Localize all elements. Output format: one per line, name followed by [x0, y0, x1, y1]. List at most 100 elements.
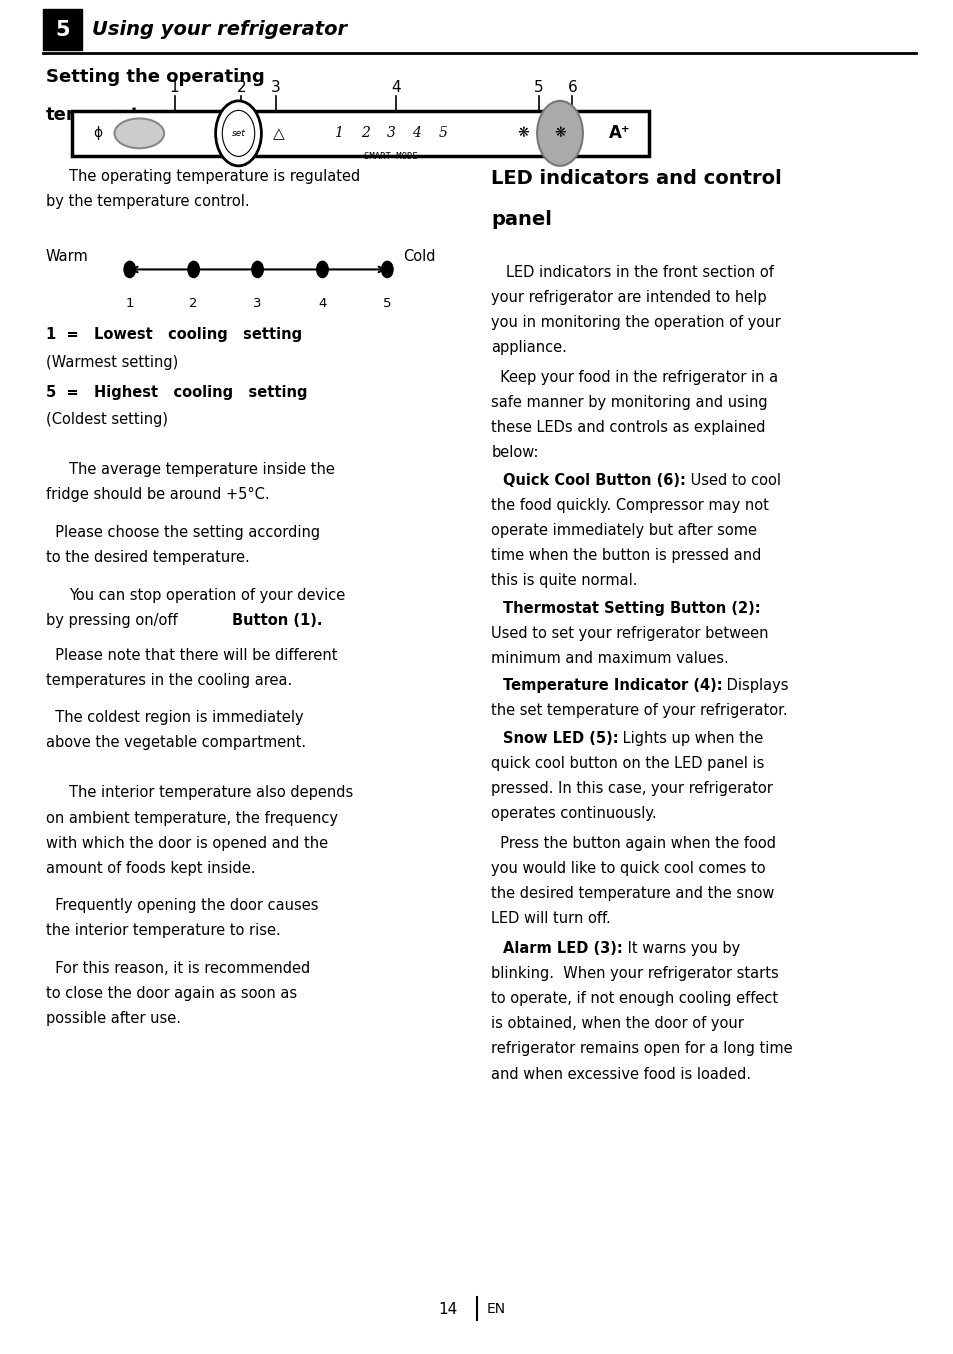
Text: the desired temperature and the snow: the desired temperature and the snow	[491, 886, 774, 902]
Text: 5: 5	[534, 80, 543, 95]
Text: SMART MODE: SMART MODE	[364, 152, 417, 161]
Text: 1: 1	[170, 80, 179, 95]
Text: and when excessive food is loaded.: and when excessive food is loaded.	[491, 1067, 751, 1082]
Text: You can stop operation of your device: You can stop operation of your device	[69, 588, 345, 603]
Text: LED will turn off.: LED will turn off.	[491, 911, 611, 926]
Text: time when the button is pressed and: time when the button is pressed and	[491, 548, 760, 563]
Text: 5: 5	[55, 20, 70, 39]
Text: appliance.: appliance.	[491, 340, 567, 355]
Text: safe manner by monitoring and using: safe manner by monitoring and using	[491, 395, 767, 410]
Text: Lights up when the: Lights up when the	[618, 731, 762, 746]
Text: Snow LED (5):: Snow LED (5):	[502, 731, 618, 746]
Text: For this reason, it is recommended: For this reason, it is recommended	[46, 961, 310, 976]
Text: 4: 4	[318, 297, 326, 310]
Text: 2: 2	[360, 126, 370, 141]
Text: 3: 3	[253, 297, 261, 310]
Text: 5: 5	[383, 297, 391, 310]
Text: the interior temperature to rise.: the interior temperature to rise.	[46, 923, 280, 938]
Text: 5  =   Highest   cooling   setting: 5 = Highest cooling setting	[46, 385, 307, 399]
Ellipse shape	[114, 119, 164, 149]
Text: 3: 3	[386, 126, 395, 141]
Text: Setting the operating: Setting the operating	[46, 68, 264, 85]
Text: Please choose the setting according: Please choose the setting according	[46, 525, 319, 540]
Text: 4: 4	[412, 126, 421, 141]
Text: 5: 5	[438, 126, 448, 141]
Text: minimum and maximum values.: minimum and maximum values.	[491, 651, 728, 666]
Text: the set temperature of your refrigerator.: the set temperature of your refrigerator…	[491, 703, 787, 719]
FancyBboxPatch shape	[71, 111, 648, 156]
Text: Warm: Warm	[46, 249, 89, 264]
Text: 6: 6	[567, 80, 577, 95]
Text: The coldest region is immediately: The coldest region is immediately	[46, 711, 303, 726]
Text: your refrigerator are intended to help: your refrigerator are intended to help	[491, 290, 766, 305]
Text: to close the door again as soon as: to close the door again as soon as	[46, 986, 296, 1001]
Text: Used to set your refrigerator between: Used to set your refrigerator between	[491, 626, 768, 640]
Text: Button (1).: Button (1).	[232, 612, 322, 628]
Text: with which the door is opened and the: with which the door is opened and the	[46, 835, 328, 850]
Circle shape	[222, 111, 254, 157]
Text: ❋: ❋	[517, 126, 528, 141]
Text: 1: 1	[126, 297, 133, 310]
FancyBboxPatch shape	[43, 9, 82, 50]
Text: temperatures in the cooling area.: temperatures in the cooling area.	[46, 673, 292, 688]
Text: amount of foods kept inside.: amount of foods kept inside.	[46, 861, 255, 876]
Text: 1: 1	[334, 126, 343, 141]
Text: 4: 4	[391, 80, 400, 95]
Text: Thermostat Setting Button (2):: Thermostat Setting Button (2):	[502, 601, 760, 616]
Text: the food quickly. Compressor may not: the food quickly. Compressor may not	[491, 498, 768, 513]
Text: Frequently opening the door causes: Frequently opening the door causes	[46, 898, 318, 913]
Text: is obtained, when the door of your: is obtained, when the door of your	[491, 1017, 743, 1032]
Text: Alarm LED (3):: Alarm LED (3):	[502, 941, 622, 956]
Text: Cold: Cold	[403, 249, 436, 264]
Text: Keep your food in the refrigerator in a: Keep your food in the refrigerator in a	[491, 370, 778, 385]
Text: possible after use.: possible after use.	[46, 1011, 181, 1026]
Text: Using your refrigerator: Using your refrigerator	[91, 20, 346, 39]
Text: operates continuously.: operates continuously.	[491, 806, 657, 821]
Text: 2: 2	[190, 297, 197, 310]
Text: 3: 3	[271, 80, 280, 95]
Text: these LEDs and controls as explained: these LEDs and controls as explained	[491, 420, 765, 435]
Circle shape	[316, 261, 328, 278]
Text: to operate, if not enough cooling effect: to operate, if not enough cooling effect	[491, 991, 778, 1006]
Text: ❋: ❋	[554, 126, 565, 141]
Circle shape	[124, 261, 135, 278]
Circle shape	[215, 102, 261, 167]
Text: Press the button again when the food: Press the button again when the food	[491, 835, 776, 852]
Text: EN: EN	[486, 1303, 505, 1316]
Text: ϕ: ϕ	[93, 126, 103, 141]
Text: △: △	[273, 126, 284, 141]
Text: quick cool button on the LED panel is: quick cool button on the LED panel is	[491, 756, 764, 770]
Text: A⁺: A⁺	[609, 125, 630, 142]
Text: you would like to quick cool comes to: you would like to quick cool comes to	[491, 861, 765, 876]
Text: temperature: temperature	[46, 106, 173, 123]
Circle shape	[537, 102, 582, 167]
Text: Quick Cool Button (6):: Quick Cool Button (6):	[502, 473, 685, 487]
Text: Please note that there will be different: Please note that there will be different	[46, 647, 337, 662]
Text: 1  =   Lowest   cooling   setting: 1 = Lowest cooling setting	[46, 328, 301, 343]
Text: Temperature Indicator (4):: Temperature Indicator (4):	[502, 678, 721, 693]
Text: fridge should be around +5°C.: fridge should be around +5°C.	[46, 487, 269, 502]
Text: The operating temperature is regulated: The operating temperature is regulated	[69, 169, 359, 184]
Text: The interior temperature also depends: The interior temperature also depends	[69, 785, 353, 800]
Text: It warns you by: It warns you by	[622, 941, 739, 956]
Text: LED indicators and control: LED indicators and control	[491, 169, 781, 188]
Text: (Warmest setting): (Warmest setting)	[46, 355, 178, 370]
Text: by the temperature control.: by the temperature control.	[46, 194, 249, 210]
Text: blinking.  When your refrigerator starts: blinking. When your refrigerator starts	[491, 967, 779, 982]
Text: below:: below:	[491, 445, 538, 460]
Text: pressed. In this case, your refrigerator: pressed. In this case, your refrigerator	[491, 781, 772, 796]
Circle shape	[252, 261, 263, 278]
Text: this is quite normal.: this is quite normal.	[491, 573, 638, 588]
Text: Displays: Displays	[721, 678, 788, 693]
Circle shape	[188, 261, 199, 278]
Text: 2: 2	[236, 80, 246, 95]
Text: you in monitoring the operation of your: you in monitoring the operation of your	[491, 315, 781, 330]
Text: above the vegetable compartment.: above the vegetable compartment.	[46, 735, 306, 750]
Text: Used to cool: Used to cool	[685, 473, 780, 487]
Text: on ambient temperature, the frequency: on ambient temperature, the frequency	[46, 811, 337, 826]
Text: (Coldest setting): (Coldest setting)	[46, 412, 168, 428]
Text: LED indicators in the front section of: LED indicators in the front section of	[505, 265, 773, 280]
Text: to the desired temperature.: to the desired temperature.	[46, 550, 250, 565]
Text: The average temperature inside the: The average temperature inside the	[69, 462, 335, 478]
Text: refrigerator remains open for a long time: refrigerator remains open for a long tim…	[491, 1041, 792, 1056]
